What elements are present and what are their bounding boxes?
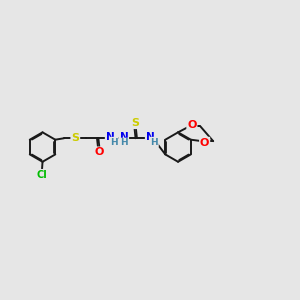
Text: O: O <box>94 147 104 158</box>
Text: S: S <box>131 118 139 128</box>
Text: N: N <box>106 132 114 142</box>
Text: O: O <box>200 138 209 148</box>
Text: N: N <box>119 132 128 142</box>
Text: O: O <box>187 120 196 130</box>
Text: H: H <box>110 137 118 147</box>
Text: N: N <box>146 132 154 142</box>
Text: H: H <box>120 138 128 147</box>
Text: Cl: Cl <box>37 170 47 180</box>
Text: H: H <box>150 137 158 147</box>
Text: S: S <box>71 133 79 143</box>
